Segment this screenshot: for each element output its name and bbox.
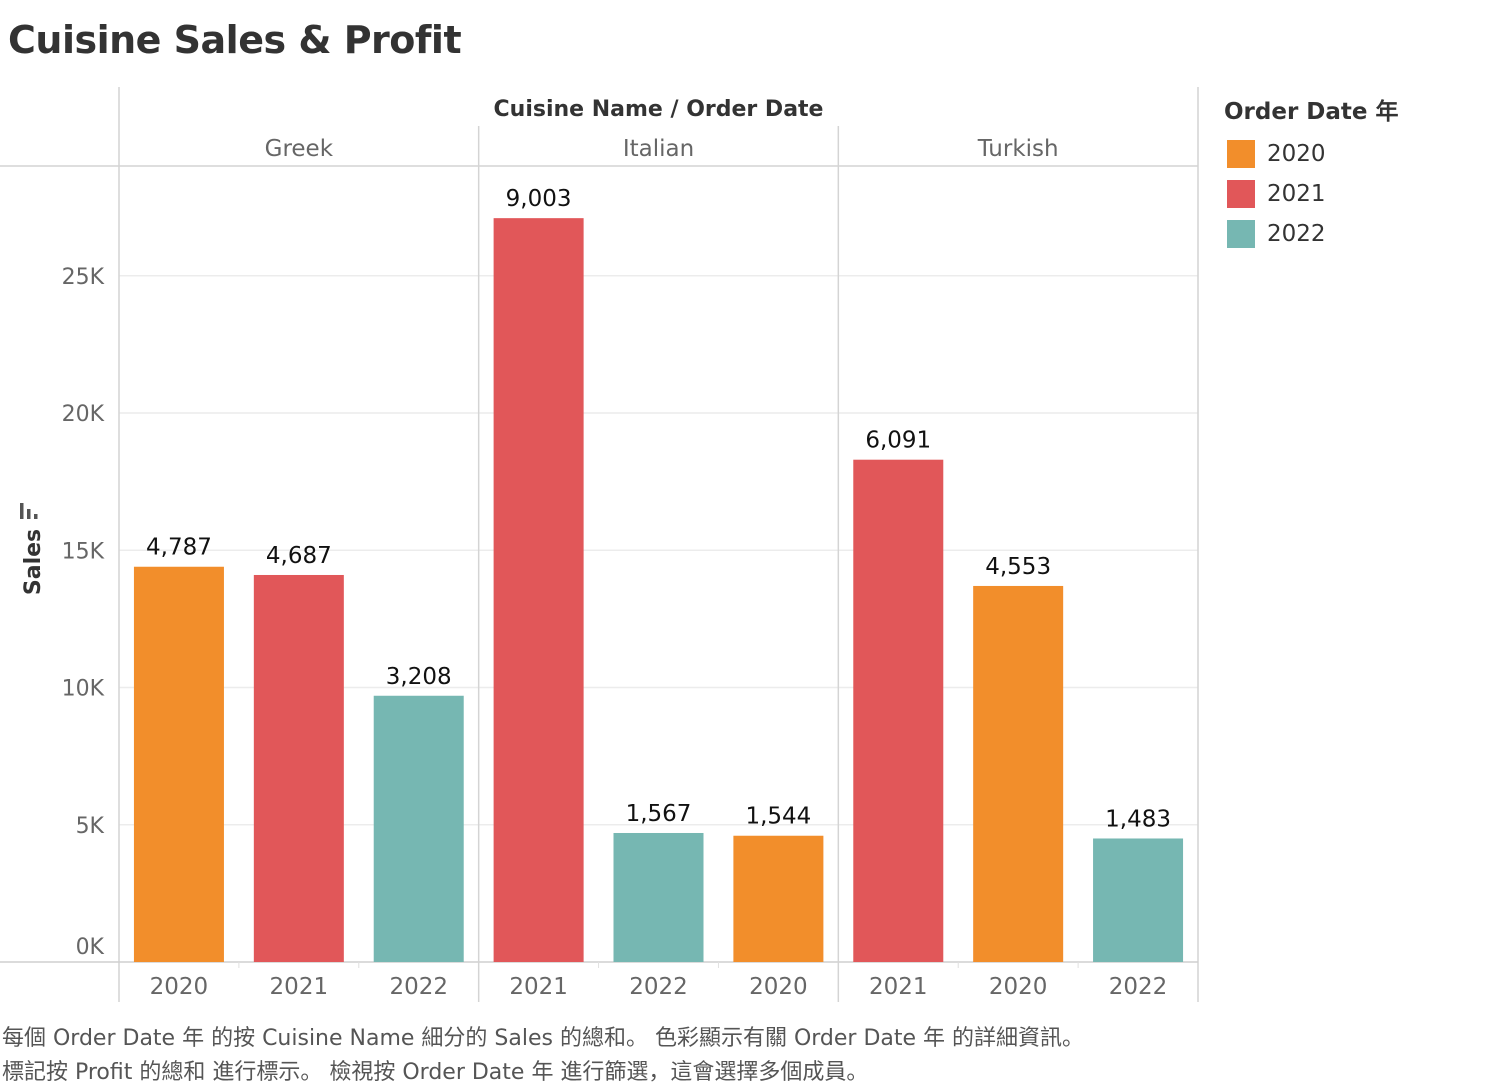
data-label: 9,003 xyxy=(506,186,572,212)
sort-icon xyxy=(34,514,38,519)
x-tick-label: 2021 xyxy=(509,974,568,1000)
caption: 每個 Order Date 年 的按 Cuisine Name 細分的 Sale… xyxy=(2,1022,1084,1090)
x-tick-label: 2021 xyxy=(869,974,928,1000)
legend-swatch xyxy=(1227,140,1255,168)
x-tick-label: 2021 xyxy=(270,974,329,1000)
legend-title: Order Date 年 xyxy=(1224,99,1399,125)
chart-title: Cuisine Sales & Profit xyxy=(8,18,462,62)
legend-swatch xyxy=(1227,180,1255,208)
x-tick-label: 2020 xyxy=(150,974,209,1000)
x-tick-label: 2020 xyxy=(749,974,808,1000)
data-label: 1,483 xyxy=(1105,806,1171,832)
y-tick-label: 25K xyxy=(62,265,105,290)
bar-italian-2022 xyxy=(613,832,704,962)
bar-turkish-2020 xyxy=(973,585,1064,962)
data-label: 6,091 xyxy=(865,428,931,454)
group-label-greek: Greek xyxy=(265,136,334,162)
y-tick-label: 5K xyxy=(76,814,105,839)
bar-greek-2020 xyxy=(133,566,224,962)
legend-swatch xyxy=(1227,220,1255,248)
data-label: 4,787 xyxy=(146,535,212,561)
data-label: 1,567 xyxy=(626,801,692,827)
caption-line-2: 標記按 Profit 的總和 進行標示。 檢視按 Order Date 年 進行… xyxy=(2,1060,869,1085)
data-label: 4,553 xyxy=(985,554,1051,580)
legend[interactable]: Order Date 年 2020 2021 2022 xyxy=(1224,92,1399,254)
bar-turkish-2022 xyxy=(1093,838,1184,962)
x-tick-label: 2022 xyxy=(629,974,688,1000)
x-tick-label: 2022 xyxy=(389,974,448,1000)
bar-turkish-2021 xyxy=(853,459,944,962)
column-header-label: Cuisine Name / Order Date xyxy=(494,97,824,122)
legend-item-2020[interactable]: 2020 xyxy=(1224,134,1399,174)
data-label: 3,208 xyxy=(386,664,452,690)
y-tick-label: 0K xyxy=(76,935,105,960)
caption-line-1: 每個 Order Date 年 的按 Cuisine Name 細分的 Sale… xyxy=(2,1026,1085,1051)
data-label: 4,687 xyxy=(266,543,332,569)
y-tick-label: 15K xyxy=(62,539,105,564)
group-label-italian: Italian xyxy=(623,136,694,162)
group-label-turkish: Turkish xyxy=(977,136,1059,162)
y-tick-label: 20K xyxy=(62,402,105,427)
legend-label: 2022 xyxy=(1267,221,1326,247)
bar-italian-2020 xyxy=(733,835,824,962)
y-axis-title: Sales xyxy=(21,529,46,595)
x-tick-label: 2022 xyxy=(1109,974,1168,1000)
legend-item-2022[interactable]: 2022 xyxy=(1224,214,1399,254)
bar-italian-2021 xyxy=(493,218,584,962)
legend-label: 2021 xyxy=(1267,181,1326,207)
y-tick-label: 10K xyxy=(62,677,105,702)
data-label: 1,544 xyxy=(745,804,811,830)
bar-greek-2022 xyxy=(373,695,464,962)
legend-item-2021[interactable]: 2021 xyxy=(1224,174,1399,214)
sort-icon xyxy=(27,509,31,519)
x-tick-label: 2020 xyxy=(989,974,1048,1000)
sort-icon xyxy=(20,503,24,519)
bar-greek-2021 xyxy=(253,574,344,962)
legend-label: 2020 xyxy=(1267,141,1326,167)
